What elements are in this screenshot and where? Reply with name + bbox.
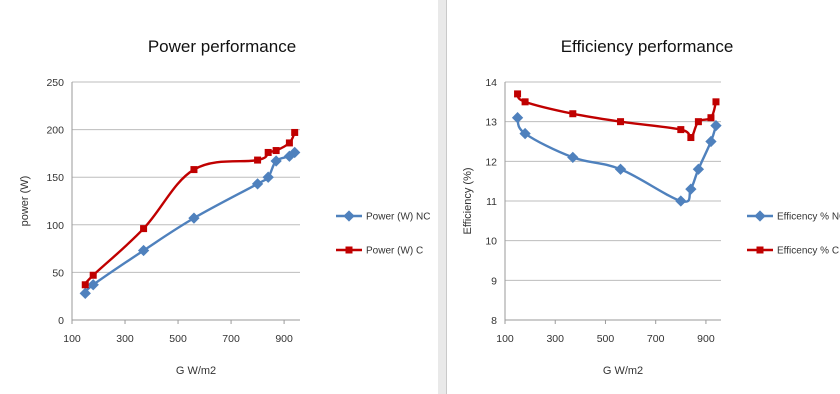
x-tick-label: 700 (647, 333, 665, 345)
data-point (705, 135, 717, 148)
legend-marker (756, 246, 764, 254)
x-tick-label: 100 (63, 333, 81, 345)
legend-marker (754, 210, 766, 222)
data-point (140, 225, 148, 233)
x-tick-label: 300 (116, 333, 134, 345)
data-point (270, 155, 282, 167)
chart-title: Power performance (148, 37, 296, 56)
y-tick-label: 14 (485, 77, 497, 89)
x-tick-label: 500 (169, 333, 187, 345)
data-point (712, 98, 720, 106)
data-point (89, 271, 97, 279)
data-point (675, 195, 687, 207)
data-point (254, 156, 262, 164)
x-tick-label: 700 (222, 333, 240, 345)
x-tick-label: 900 (697, 333, 715, 345)
series-line (84, 131, 296, 286)
data-point (81, 281, 89, 289)
data-point (614, 163, 627, 175)
panel-divider (438, 0, 446, 394)
y-tick-label: 200 (46, 125, 64, 137)
data-point (617, 118, 625, 126)
legend-label: Efficency % NC (777, 212, 840, 223)
efficiency-chart-panel: Efficiency performance 8 9 10 11 12 13 14 100 300… (446, 0, 840, 394)
legend-label: Power (W) C (366, 246, 423, 257)
data-point (692, 163, 705, 175)
x-tick-label: 900 (275, 333, 293, 345)
data-point (262, 171, 274, 183)
power-chart: Power performance 0 50 100 150 200 250 100 300 50… (19, 37, 430, 377)
data-point (685, 183, 697, 195)
legend-label: Power (W) NC (366, 212, 430, 223)
data-point (285, 139, 293, 147)
y-tick-label: 0 (58, 315, 64, 327)
series-line (516, 93, 718, 139)
legend-label: Efficency % C (777, 246, 839, 257)
legend-marker (345, 246, 353, 254)
chart-title: Efficiency performance (561, 37, 734, 56)
x-axis-label: G W/m2 (603, 365, 643, 377)
x-axis-label: G W/m2 (176, 365, 216, 377)
data-point (188, 212, 200, 224)
x-tick-label: 300 (546, 333, 564, 345)
data-point (521, 98, 529, 106)
x-tick-label: 100 (496, 333, 514, 345)
data-point (514, 90, 522, 98)
y-axis-label: Efficiency (%) (462, 167, 474, 234)
data-point (707, 114, 715, 122)
y-tick-label: 250 (46, 77, 64, 89)
y-axis-label: power (W) (19, 176, 31, 227)
data-point (137, 244, 150, 257)
y-tick-label: 10 (485, 236, 497, 248)
data-point (677, 126, 685, 134)
data-point (694, 118, 702, 126)
efficiency-chart: Efficiency performance 8 9 10 11 12 13 14 100 300… (462, 37, 840, 377)
power-chart-panel: Power performance 0 50 100 150 200 250 100 300 50… (19, 0, 439, 394)
data-point (264, 148, 272, 156)
y-tick-label: 8 (491, 315, 497, 327)
y-tick-label: 11 (486, 196, 497, 208)
y-tick-label: 12 (485, 156, 497, 168)
data-point (569, 110, 577, 118)
y-tick-label: 100 (46, 220, 64, 232)
legend-marker (343, 210, 355, 222)
data-point (511, 112, 524, 124)
y-tick-label: 13 (485, 117, 497, 129)
data-point (190, 166, 198, 174)
y-tick-label: 150 (46, 172, 64, 184)
data-point (251, 178, 264, 190)
y-tick-label: 9 (491, 275, 497, 287)
x-tick-label: 500 (597, 333, 615, 345)
data-point (291, 128, 299, 136)
data-point (289, 146, 301, 159)
data-point (687, 134, 695, 142)
data-point (272, 147, 280, 155)
y-tick-label: 50 (52, 267, 64, 279)
